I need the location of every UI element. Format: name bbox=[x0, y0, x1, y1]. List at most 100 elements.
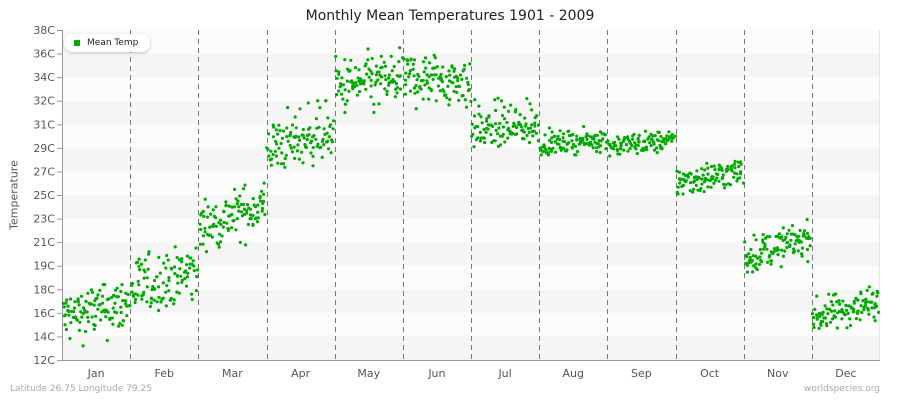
data-point bbox=[385, 89, 389, 93]
data-point bbox=[123, 299, 127, 303]
data-point bbox=[172, 302, 176, 306]
data-point bbox=[506, 136, 510, 140]
data-point bbox=[793, 233, 797, 237]
data-point bbox=[119, 305, 123, 309]
data-point bbox=[165, 284, 169, 288]
data-points bbox=[61, 46, 881, 348]
data-point bbox=[373, 83, 377, 87]
data-point bbox=[720, 177, 724, 181]
data-point bbox=[688, 181, 693, 185]
data-point bbox=[64, 301, 68, 305]
x-tick-label: Aug bbox=[563, 367, 584, 380]
data-point bbox=[491, 124, 495, 128]
data-point bbox=[643, 129, 648, 133]
data-point bbox=[406, 62, 410, 66]
data-point bbox=[720, 167, 724, 171]
data-point bbox=[588, 135, 593, 139]
y-tick-label: 38C bbox=[33, 24, 55, 37]
data-point bbox=[147, 252, 151, 256]
data-point bbox=[266, 147, 270, 151]
data-point bbox=[230, 212, 234, 217]
data-point bbox=[218, 218, 223, 222]
data-point bbox=[551, 146, 555, 150]
data-point bbox=[398, 74, 402, 78]
data-point bbox=[357, 68, 361, 72]
data-point bbox=[512, 121, 516, 125]
data-point bbox=[81, 312, 85, 316]
data-point bbox=[637, 133, 641, 137]
data-point bbox=[63, 313, 68, 317]
data-point bbox=[230, 205, 234, 209]
data-point bbox=[107, 297, 111, 301]
y-tick-label: 18C bbox=[33, 283, 55, 296]
data-point bbox=[184, 269, 188, 274]
data-point bbox=[143, 258, 147, 262]
data-point bbox=[865, 288, 869, 292]
y-axis-ticks: 12C 14C 16C 18C 19C 21C 23C 25C 27C 29C 31C 32C 34C 3… bbox=[33, 24, 62, 367]
data-point bbox=[805, 217, 809, 222]
data-point bbox=[493, 139, 497, 143]
data-point bbox=[630, 143, 634, 148]
data-point bbox=[501, 132, 505, 136]
data-point bbox=[222, 209, 226, 213]
data-point bbox=[204, 250, 209, 254]
data-point bbox=[175, 290, 179, 294]
data-point bbox=[765, 260, 770, 264]
data-point bbox=[737, 165, 741, 169]
data-point bbox=[301, 133, 305, 137]
data-point bbox=[606, 139, 610, 143]
data-point bbox=[219, 222, 223, 227]
data-point bbox=[374, 80, 378, 84]
data-point bbox=[115, 311, 119, 315]
data-point bbox=[872, 315, 876, 319]
data-point bbox=[726, 168, 730, 172]
data-point bbox=[518, 113, 522, 117]
data-point bbox=[217, 232, 222, 236]
data-point bbox=[745, 255, 749, 259]
data-point bbox=[217, 245, 221, 249]
data-point bbox=[279, 141, 283, 146]
data-point bbox=[157, 295, 161, 299]
data-point bbox=[194, 246, 198, 250]
data-point bbox=[243, 243, 248, 247]
data-point bbox=[348, 69, 352, 73]
data-point bbox=[155, 275, 159, 279]
data-point bbox=[522, 130, 527, 134]
data-point bbox=[84, 299, 88, 303]
data-point bbox=[808, 244, 812, 248]
data-point bbox=[713, 168, 717, 172]
data-point bbox=[408, 69, 412, 73]
data-point bbox=[758, 247, 762, 252]
data-point bbox=[799, 240, 803, 244]
data-point bbox=[161, 281, 165, 285]
data-point bbox=[594, 146, 599, 150]
data-point bbox=[419, 87, 423, 91]
data-point bbox=[776, 253, 780, 257]
data-point bbox=[172, 298, 176, 302]
data-point bbox=[735, 172, 739, 176]
data-point bbox=[198, 242, 202, 246]
data-point bbox=[695, 177, 699, 182]
data-point bbox=[651, 134, 655, 138]
data-point bbox=[428, 61, 432, 65]
data-point bbox=[454, 85, 458, 89]
data-point bbox=[199, 227, 203, 232]
data-point bbox=[330, 138, 334, 142]
data-point bbox=[295, 149, 299, 153]
data-point bbox=[298, 138, 302, 142]
data-point bbox=[835, 300, 839, 304]
data-point bbox=[826, 312, 830, 316]
data-point bbox=[542, 143, 546, 147]
data-point bbox=[533, 121, 537, 125]
data-point bbox=[531, 134, 535, 138]
data-point bbox=[716, 172, 720, 176]
data-point bbox=[235, 217, 239, 221]
data-point bbox=[649, 144, 653, 148]
data-point bbox=[546, 153, 551, 157]
data-point bbox=[235, 202, 239, 206]
data-point bbox=[301, 127, 305, 132]
data-point bbox=[86, 315, 90, 319]
data-point bbox=[784, 235, 788, 239]
data-point bbox=[343, 88, 347, 92]
